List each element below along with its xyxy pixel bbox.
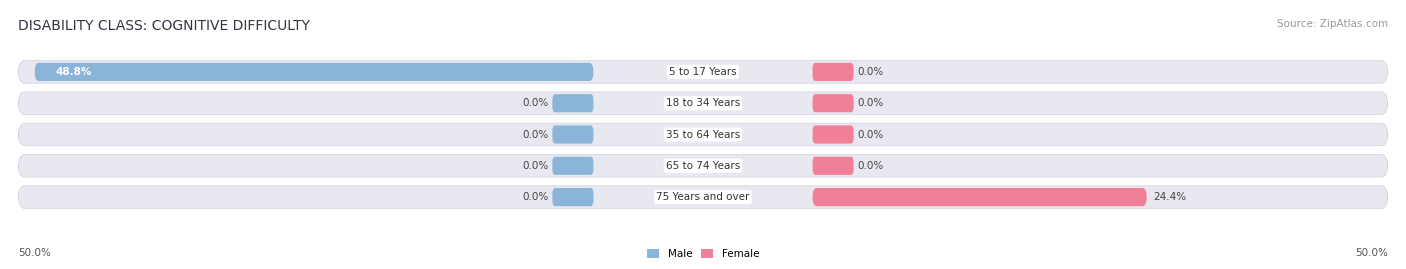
Text: 35 to 64 Years: 35 to 64 Years [666,129,740,140]
Text: 0.0%: 0.0% [858,98,884,108]
Text: 0.0%: 0.0% [522,161,548,171]
Text: 18 to 34 Years: 18 to 34 Years [666,98,740,108]
Text: 75 Years and over: 75 Years and over [657,192,749,202]
FancyBboxPatch shape [35,63,593,81]
Text: 50.0%: 50.0% [1355,248,1388,258]
FancyBboxPatch shape [813,63,853,81]
FancyBboxPatch shape [553,125,593,144]
FancyBboxPatch shape [813,188,1147,206]
FancyBboxPatch shape [813,125,853,144]
Text: Source: ZipAtlas.com: Source: ZipAtlas.com [1277,19,1388,29]
Text: 5 to 17 Years: 5 to 17 Years [669,67,737,77]
Text: 0.0%: 0.0% [522,129,548,140]
Text: 0.0%: 0.0% [858,161,884,171]
Text: 0.0%: 0.0% [858,67,884,77]
Text: 65 to 74 Years: 65 to 74 Years [666,161,740,171]
FancyBboxPatch shape [553,188,593,206]
Text: DISABILITY CLASS: COGNITIVE DIFFICULTY: DISABILITY CLASS: COGNITIVE DIFFICULTY [18,19,311,33]
Legend: Male, Female: Male, Female [643,245,763,264]
FancyBboxPatch shape [18,186,1388,208]
FancyBboxPatch shape [553,157,593,175]
Text: 0.0%: 0.0% [522,98,548,108]
FancyBboxPatch shape [813,157,853,175]
FancyBboxPatch shape [18,154,1388,177]
Text: 0.0%: 0.0% [858,129,884,140]
Text: 48.8%: 48.8% [55,67,91,77]
Text: 0.0%: 0.0% [522,192,548,202]
Text: 50.0%: 50.0% [18,248,51,258]
FancyBboxPatch shape [18,92,1388,115]
FancyBboxPatch shape [553,94,593,112]
Text: 24.4%: 24.4% [1153,192,1187,202]
FancyBboxPatch shape [18,61,1388,83]
FancyBboxPatch shape [18,123,1388,146]
FancyBboxPatch shape [813,94,853,112]
